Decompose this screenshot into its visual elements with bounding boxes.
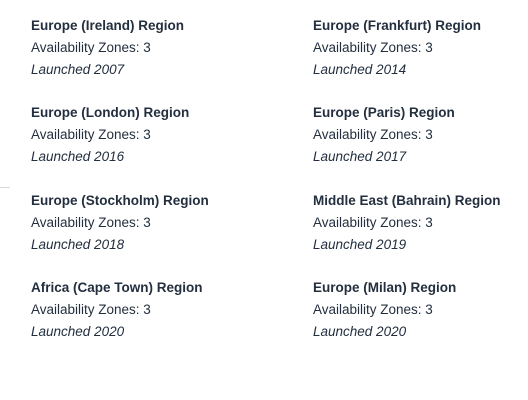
region-availability-zones: Availability Zones: 3 [31, 302, 151, 317]
region-title: Europe (Frankfurt) Region [313, 18, 481, 33]
region-availability-zones: Availability Zones: 3 [31, 40, 151, 55]
region-card-africa-cape-town: Africa (Cape Town) Region Availability Z… [31, 279, 246, 341]
region-card-europe-paris: Europe (Paris) Region Availability Zones… [313, 104, 528, 166]
region-title: Africa (Cape Town) Region [31, 280, 203, 295]
region-launch-year: Launched 2020 [313, 324, 407, 339]
region-launch-year: Launched 2016 [31, 149, 125, 164]
region-card-europe-milan: Europe (Milan) Region Availability Zones… [313, 279, 528, 341]
region-launch-year: Launched 2007 [31, 62, 125, 77]
region-availability-zones: Availability Zones: 3 [31, 127, 151, 142]
region-card-europe-ireland: Europe (Ireland) Region Availability Zon… [31, 17, 246, 79]
region-title: Europe (Ireland) Region [31, 18, 185, 33]
region-launch-year: Launched 2014 [313, 62, 407, 77]
region-launch-year: Launched 2017 [313, 149, 407, 164]
region-availability-zones: Availability Zones: 3 [313, 215, 433, 230]
region-availability-zones: Availability Zones: 3 [313, 40, 433, 55]
region-card-europe-london: Europe (London) Region Availability Zone… [31, 104, 246, 166]
region-card-europe-stockholm: Europe (Stockholm) Region Availability Z… [31, 192, 246, 254]
divider [0, 187, 10, 188]
region-title: Europe (Paris) Region [313, 105, 455, 120]
region-launch-year: Launched 2020 [31, 324, 125, 339]
region-card-middle-east-bahrain: Middle East (Bahrain) Region Availabilit… [313, 192, 528, 254]
region-title: Europe (Stockholm) Region [31, 193, 209, 208]
region-title: Middle East (Bahrain) Region [313, 193, 501, 208]
region-launch-year: Launched 2019 [313, 237, 407, 252]
region-title: Europe (London) Region [31, 105, 190, 120]
region-availability-zones: Availability Zones: 3 [313, 127, 433, 142]
region-launch-year: Launched 2018 [31, 237, 125, 252]
region-availability-zones: Availability Zones: 3 [313, 302, 433, 317]
region-card-europe-frankfurt: Europe (Frankfurt) Region Availability Z… [313, 17, 528, 79]
region-availability-zones: Availability Zones: 3 [31, 215, 151, 230]
region-title: Europe (Milan) Region [313, 280, 457, 295]
